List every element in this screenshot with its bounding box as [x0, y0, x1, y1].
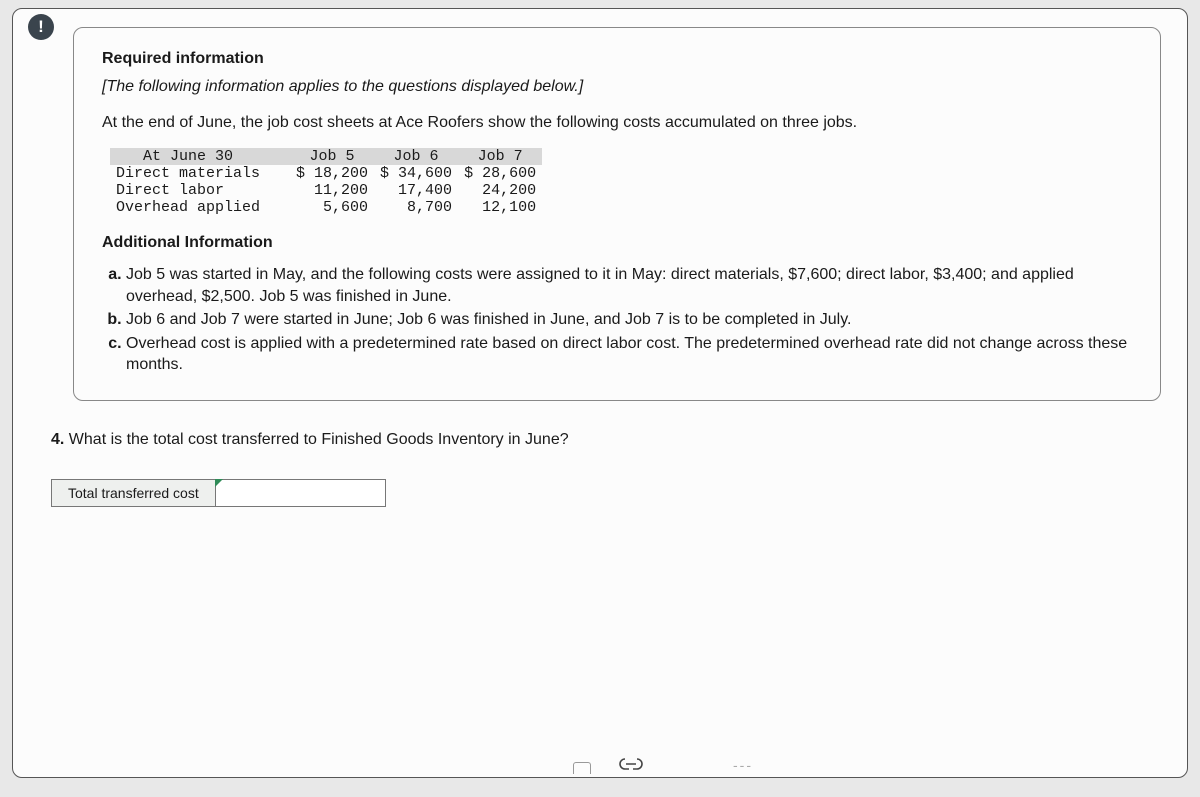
page-container: Required information [The following info…: [12, 8, 1188, 778]
additional-info-title: Additional Information: [102, 234, 1132, 252]
list-item: Job 6 and Job 7 were started in June; Jo…: [126, 309, 1132, 331]
total-transferred-cost-input[interactable]: [216, 479, 386, 507]
header-row-label: At June 30: [110, 148, 290, 165]
col-header: Job 6: [374, 148, 458, 165]
list-item: Job 5 was started in May, and the follow…: [126, 264, 1132, 307]
more-icon[interactable]: ---: [733, 757, 753, 773]
footer-icons: ---: [13, 751, 1187, 775]
col-header: Job 7: [458, 148, 542, 165]
cell: 12,100: [458, 199, 542, 216]
col-header: Job 5: [290, 148, 374, 165]
cell: $ 34,600: [374, 165, 458, 182]
cell: 5,600: [290, 199, 374, 216]
intro-text: At the end of June, the job cost sheets …: [102, 114, 1132, 132]
required-info-title: Required information: [102, 50, 1132, 68]
question-number: 4.: [51, 431, 64, 448]
exclamation-icon: !: [38, 17, 44, 37]
additional-info-list: Job 5 was started in May, and the follow…: [102, 264, 1132, 376]
answer-label: Total transferred cost: [51, 479, 216, 507]
cell: $ 28,600: [458, 165, 542, 182]
applies-note: [The following information applies to th…: [102, 78, 1132, 96]
answer-row: Total transferred cost: [51, 479, 1187, 507]
question-text: What is the total cost transferred to Fi…: [69, 431, 569, 448]
link-icon[interactable]: [611, 755, 651, 773]
input-editable-caret-icon: [215, 479, 223, 487]
carousel-tab-icon: [573, 762, 591, 774]
cell: 24,200: [458, 182, 542, 199]
table-row: Direct materials $ 18,200 $ 34,600 $ 28,…: [110, 165, 542, 182]
cell: 8,700: [374, 199, 458, 216]
row-label: Direct materials: [110, 165, 290, 182]
table-row: Overhead applied 5,600 8,700 12,100: [110, 199, 542, 216]
row-label: Direct labor: [110, 182, 290, 199]
cell: $ 18,200: [290, 165, 374, 182]
required-info-box: Required information [The following info…: [73, 27, 1161, 401]
table-row: Direct labor 11,200 17,400 24,200: [110, 182, 542, 199]
job-cost-table: At June 30 Job 5 Job 6 Job 7 Direct mate…: [110, 148, 542, 216]
question-4: 4. What is the total cost transferred to…: [51, 431, 1161, 449]
row-label: Overhead applied: [110, 199, 290, 216]
cell: 17,400: [374, 182, 458, 199]
table-header-row: At June 30 Job 5 Job 6 Job 7: [110, 148, 542, 165]
alert-badge: !: [28, 14, 54, 40]
cell: 11,200: [290, 182, 374, 199]
list-item: Overhead cost is applied with a predeter…: [126, 333, 1132, 376]
